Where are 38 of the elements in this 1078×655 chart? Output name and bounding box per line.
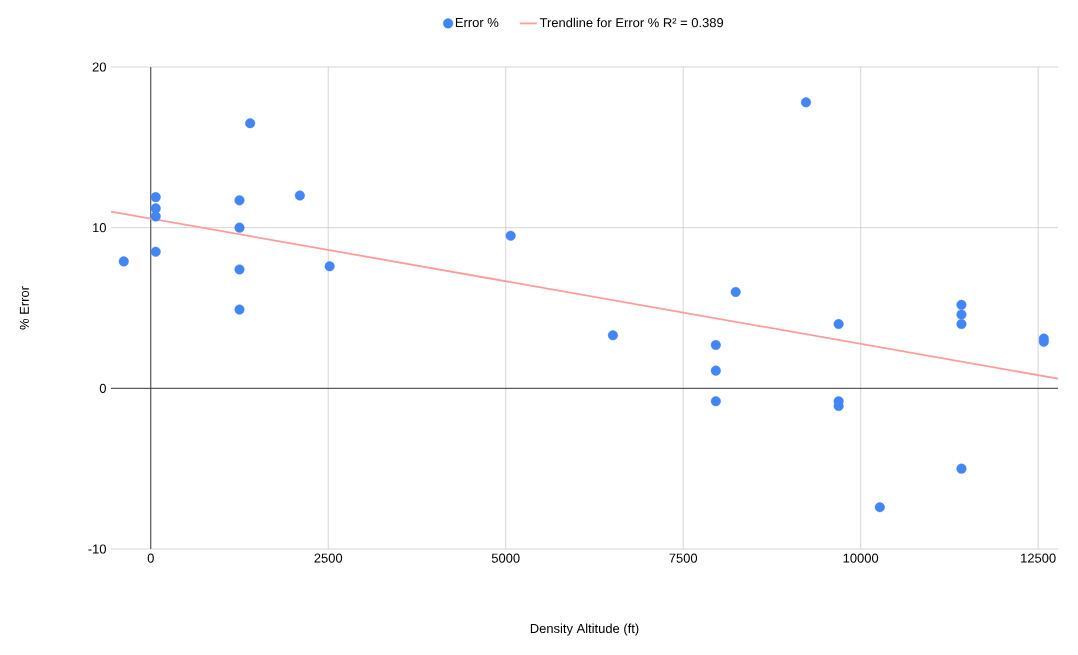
point: [710, 365, 721, 376]
x-axis-title: Density Altitude (ft): [530, 623, 639, 636]
x-tick-label: 7500: [669, 553, 698, 563]
point: [730, 286, 741, 297]
x-tick-label: 10000: [843, 553, 879, 563]
point: [833, 319, 844, 330]
point: [294, 190, 305, 201]
point: [324, 261, 335, 272]
point: [118, 256, 129, 267]
point: [505, 230, 516, 241]
y-tick-label: -10: [88, 544, 106, 554]
point: [956, 463, 967, 474]
y-axis-title: % Error: [19, 286, 29, 330]
x-tick-label: 2500: [314, 553, 343, 563]
point: [150, 211, 161, 222]
point: [234, 195, 245, 206]
point: [956, 319, 967, 330]
point: [801, 97, 811, 108]
point: [874, 502, 885, 513]
y-tick-label: 10: [93, 223, 106, 233]
point: [150, 192, 161, 203]
legend-label: Error %: [455, 17, 499, 28]
legend-label: Trendline for Error % R² = 0.389: [539, 17, 724, 28]
point: [234, 264, 245, 275]
y-tick-label: 0: [99, 383, 106, 393]
point: [234, 304, 245, 315]
x-tick-label: 12500: [1021, 553, 1056, 563]
point: [150, 246, 161, 257]
point: [607, 330, 618, 341]
point: [245, 118, 256, 129]
x-tick-label: 5000: [491, 553, 520, 563]
y-tick-label: 20: [92, 62, 106, 72]
x-tick-label: 0: [147, 553, 154, 563]
point: [710, 396, 721, 407]
point: [956, 299, 967, 310]
point: [710, 339, 721, 350]
point: [956, 309, 967, 320]
point: [234, 222, 245, 233]
